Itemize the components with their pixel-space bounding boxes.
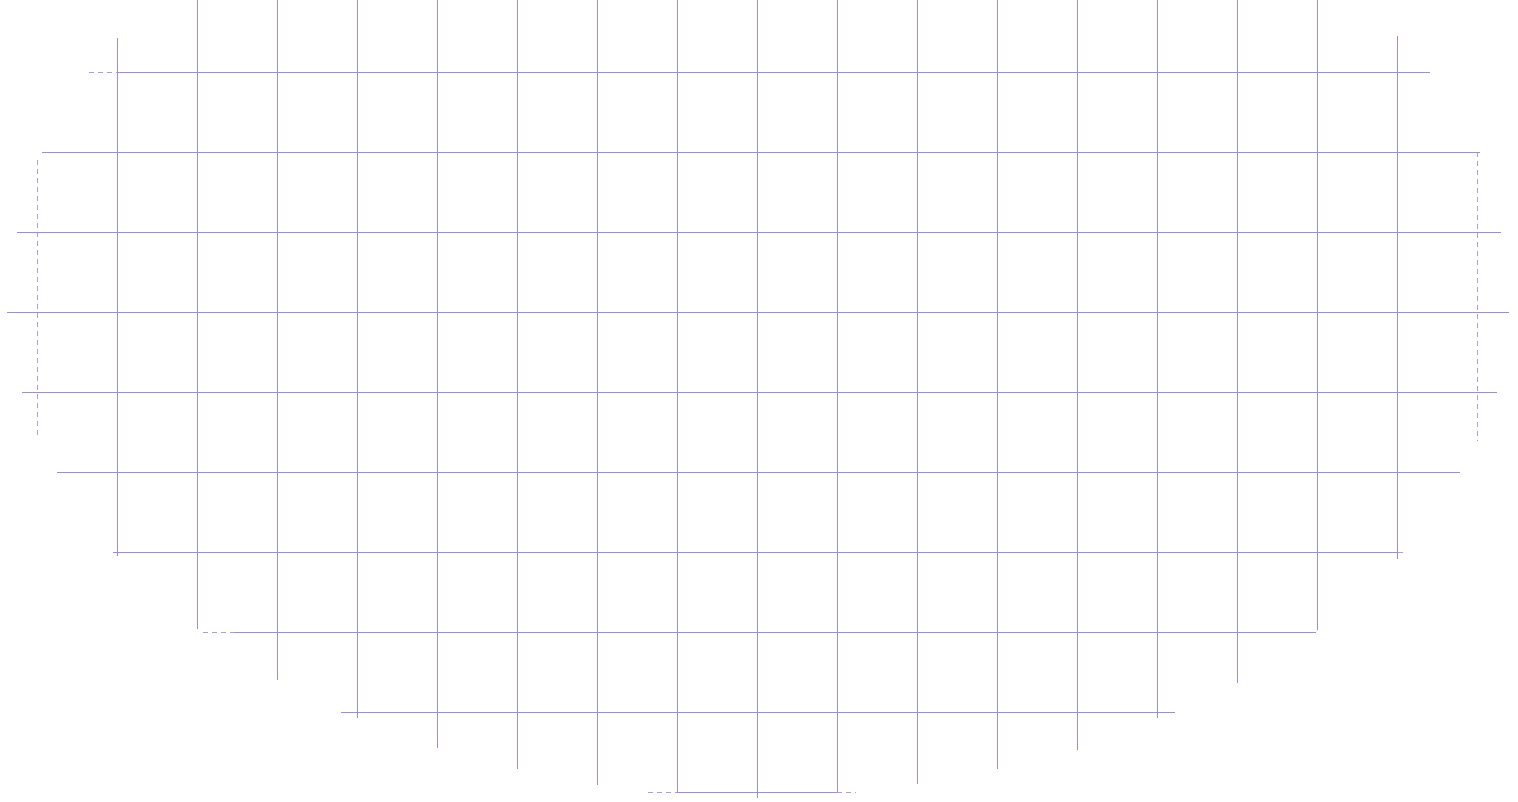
vertical-grid-line-16 [1317,0,1318,630]
vertical-grid-line-11 [917,0,918,784]
horizontal-grid-line-11 [341,712,1175,713]
horizontal-grid-line-6 [57,472,1460,473]
horizontal-grid-line-12 [648,792,677,793]
vertical-grid-line-8 [677,0,678,793]
horizontal-grid-line-2 [42,152,1480,153]
horizontal-grid-line-14 [837,792,856,793]
vertical-grid-line-17 [1397,36,1398,559]
vertical-grid-line-13 [1077,0,1078,750]
vertical-grid-line-2 [197,0,198,629]
vertical-grid-line-3 [277,0,278,680]
horizontal-grid-line-10 [234,632,1316,633]
horizontal-grid-line-8 [1398,552,1406,553]
vertical-grid-line-18 [1477,152,1478,441]
vertical-grid-line-0 [37,160,38,437]
vertical-grid-line-4 [357,0,358,718]
vertical-grid-line-7 [597,0,598,785]
vertical-grid-line-6 [517,0,518,769]
vertical-grid-line-12 [997,0,998,769]
horizontal-grid-line-4 [7,312,1509,313]
vertical-grid-line-5 [437,0,438,748]
vertical-grid-line-14 [1157,0,1158,718]
vertical-grid-line-1 [117,38,118,556]
horizontal-grid-line-3 [17,232,1501,233]
horizontal-grid-line-9 [203,632,234,633]
horizontal-grid-line-0 [89,72,117,73]
vertical-grid-line-9 [757,0,758,798]
horizontal-grid-line-1 [117,72,1430,73]
horizontal-grid-line-5 [22,392,1497,393]
vertical-grid-line-10 [837,0,838,793]
vertical-grid-line-15 [1237,0,1238,683]
horizontal-grid-line-13 [677,792,837,793]
horizontal-grid-line-7 [113,552,1398,553]
